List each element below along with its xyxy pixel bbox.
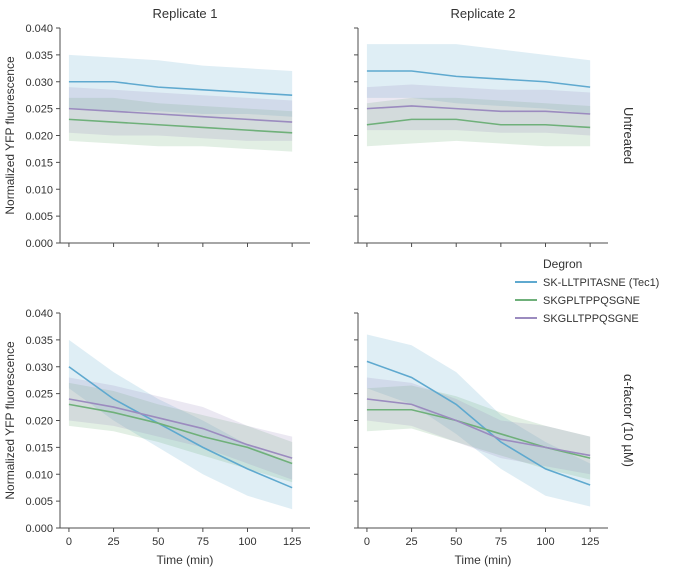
x-tick-label: 125 — [283, 536, 301, 548]
y-tick-label: 0.000 — [25, 523, 53, 535]
y-tick-label: 0.025 — [25, 104, 53, 116]
x-tick-label: 125 — [581, 536, 599, 548]
legend-item-label: SK-LLTPITASNE (Tec1) — [543, 277, 659, 289]
col-title: Replicate 2 — [450, 6, 515, 21]
y-tick-label: 0.030 — [25, 77, 53, 89]
y-axis-label: Normalized YFP fluorescence — [3, 56, 17, 215]
x-tick-label: 50 — [450, 536, 462, 548]
row-label: α-factor (10 µM) — [621, 374, 636, 467]
y-tick-label: 0.015 — [25, 442, 53, 454]
y-tick-label: 0.000 — [25, 238, 53, 250]
y-tick-label: 0.020 — [25, 131, 53, 143]
legend-title: Degron — [543, 257, 582, 271]
y-tick-label: 0.020 — [25, 416, 53, 428]
x-tick-label: 0 — [66, 536, 72, 548]
x-axis-label: Time (min) — [455, 553, 512, 567]
y-tick-label: 0.025 — [25, 389, 53, 401]
y-tick-label: 0.040 — [25, 23, 53, 35]
x-tick-label: 75 — [197, 536, 209, 548]
y-tick-label: 0.040 — [25, 308, 53, 320]
y-axis-label: Normalized YFP fluorescence — [3, 341, 17, 500]
x-tick-label: 100 — [536, 536, 554, 548]
x-axis-label: Time (min) — [157, 553, 214, 567]
y-tick-label: 0.015 — [25, 157, 53, 169]
y-tick-label: 0.030 — [25, 362, 53, 374]
y-tick-label: 0.010 — [25, 469, 53, 481]
x-tick-label: 25 — [405, 536, 417, 548]
row-label: Untreated — [621, 107, 636, 164]
x-tick-label: 100 — [238, 536, 256, 548]
y-tick-label: 0.035 — [25, 50, 53, 62]
legend-item-label: SKGLLTPPQSGNE — [543, 313, 639, 325]
x-tick-label: 50 — [152, 536, 164, 548]
y-tick-label: 0.005 — [25, 211, 53, 223]
col-title: Replicate 1 — [152, 6, 217, 21]
figure-container: 0.000 0.005 0.010 0.015 0.020 0.025 0.030 0.035… — [0, 0, 693, 579]
legend-item-label: SKGPLTPPQSGNE — [543, 295, 640, 307]
x-tick-label: 25 — [107, 536, 119, 548]
y-tick-label: 0.005 — [25, 496, 53, 508]
chart-svg: 0.000 0.005 0.010 0.015 0.020 0.025 0.030 0.035… — [0, 0, 693, 579]
y-tick-label: 0.010 — [25, 184, 53, 196]
x-tick-label: 0 — [364, 536, 370, 548]
y-tick-label: 0.035 — [25, 335, 53, 347]
x-tick-label: 75 — [495, 536, 507, 548]
